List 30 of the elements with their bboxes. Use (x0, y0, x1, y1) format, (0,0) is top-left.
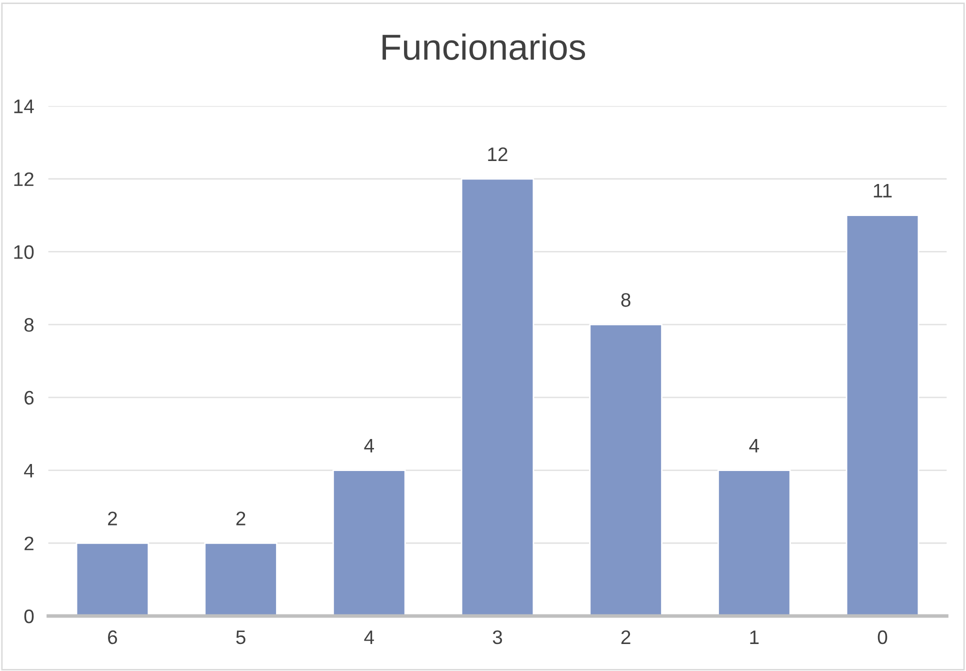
y-tick-label: 2 (24, 536, 34, 550)
bar (846, 214, 920, 616)
data-label: 11 (874, 184, 892, 198)
bar (589, 324, 662, 616)
data-label: 4 (749, 438, 760, 452)
x-tick-label: 6 (108, 630, 118, 644)
data-label: 2 (236, 512, 246, 526)
y-tick-label: 10 (14, 245, 34, 259)
x-tick-label: 1 (750, 630, 759, 644)
x-tick-label: 3 (492, 630, 502, 644)
x-tick-label: 5 (236, 630, 246, 644)
y-tick-label: 12 (14, 172, 34, 186)
data-label: 8 (621, 293, 630, 307)
x-tick-label: 0 (878, 630, 888, 644)
bar (332, 470, 406, 616)
bar (718, 470, 791, 616)
y-tick-label: 14 (14, 100, 34, 114)
x-tick-label: 2 (621, 630, 630, 644)
chart-title: Funcionarios (382, 33, 586, 60)
y-tick-label: 6 (24, 390, 34, 405)
y-tick-label: 0 (24, 609, 34, 624)
bar (204, 542, 278, 616)
bar (76, 542, 150, 616)
data-label: 12 (488, 147, 508, 161)
y-tick-label: 8 (24, 318, 34, 332)
bar (460, 178, 534, 616)
data-label: 2 (108, 512, 117, 526)
y-tick-label: 4 (24, 464, 34, 478)
x-tick-label: 4 (364, 630, 374, 644)
data-label: 4 (364, 438, 374, 452)
